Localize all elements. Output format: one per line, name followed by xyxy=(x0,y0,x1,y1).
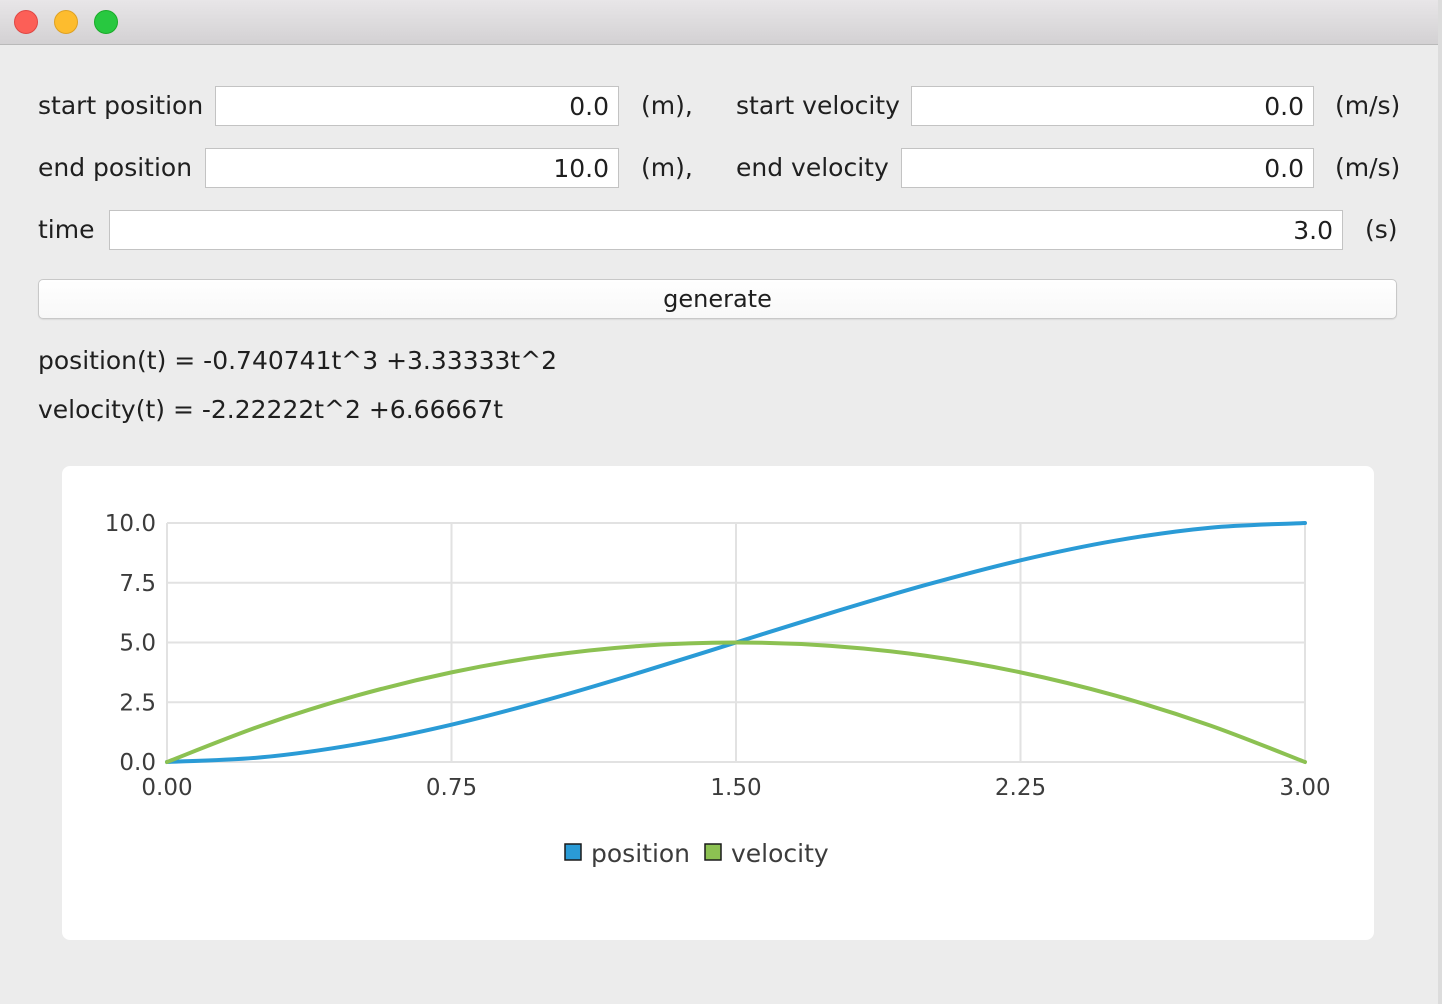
velocity-legend-swatch xyxy=(704,843,722,861)
time-unit: (s) xyxy=(1365,215,1398,244)
window-edge xyxy=(1438,0,1442,1004)
y-tick-label: 5.0 xyxy=(119,631,156,657)
end-velocity-input[interactable] xyxy=(901,148,1314,188)
position-legend-label: position xyxy=(591,839,690,868)
y-tick-label: 2.5 xyxy=(119,690,156,716)
end-position-unit: (m), xyxy=(641,153,693,182)
start-position-unit: (m), xyxy=(641,91,693,120)
position-legend-swatch xyxy=(564,843,582,861)
minimize-window-button[interactable] xyxy=(54,10,78,34)
x-tick-label: 1.50 xyxy=(710,775,761,801)
y-tick-label: 10.0 xyxy=(105,511,156,537)
chart-panel: 0.0 2.5 5.0 7.5 10.0 0.00 0.75 1.50 2.25 3.00 posi… xyxy=(62,466,1374,940)
velocity-equation: velocity(t) = -2.22222t^2 +6.66667t xyxy=(38,395,503,424)
time-input[interactable] xyxy=(109,210,1343,250)
x-tick-label: 3.00 xyxy=(1279,775,1330,801)
generate-button[interactable]: generate xyxy=(38,279,1397,319)
velocity-legend-label: velocity xyxy=(731,839,829,868)
end-position-label: end position xyxy=(38,153,193,182)
x-tick-label: 2.25 xyxy=(995,775,1046,801)
window-titlebar xyxy=(0,0,1438,45)
y-tick-label: 7.5 xyxy=(119,571,156,597)
close-window-button[interactable] xyxy=(14,10,38,34)
end-position-input[interactable] xyxy=(205,148,619,188)
start-velocity-input[interactable] xyxy=(911,86,1314,126)
position-equation: position(t) = -0.740741t^3 +3.33333t^2 xyxy=(38,346,558,375)
y-tick-label: 0.0 xyxy=(119,750,156,776)
start-position-label: start position xyxy=(38,91,204,120)
end-velocity-label: end velocity xyxy=(736,153,889,182)
time-label: time xyxy=(38,215,95,244)
x-tick-label: 0.00 xyxy=(141,775,192,801)
zoom-window-button[interactable] xyxy=(94,10,118,34)
start-velocity-unit: (m/s) xyxy=(1335,91,1401,120)
motion-chart: 0.0 2.5 5.0 7.5 10.0 0.00 0.75 1.50 2.25 3.00 posi… xyxy=(105,511,1331,868)
start-velocity-label: start velocity xyxy=(736,91,900,120)
x-tick-label: 0.75 xyxy=(426,775,477,801)
start-position-input[interactable] xyxy=(215,86,619,126)
end-velocity-unit: (m/s) xyxy=(1335,153,1401,182)
velocity-series-line xyxy=(165,640,1307,764)
